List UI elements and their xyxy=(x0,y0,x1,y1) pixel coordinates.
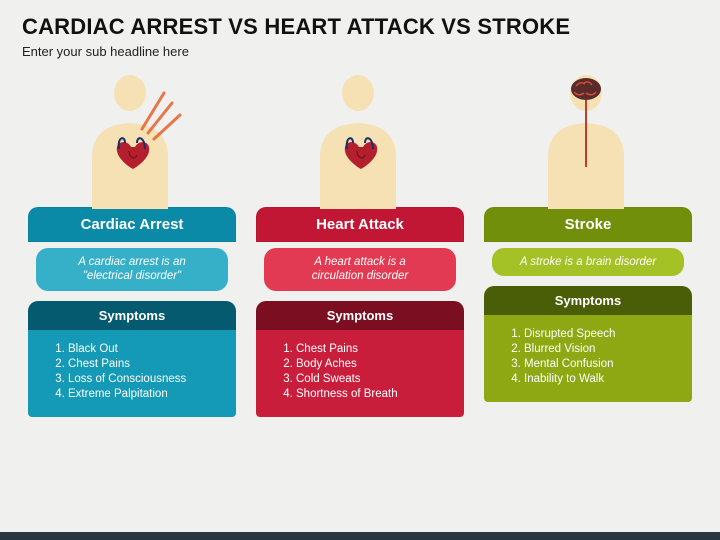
symptom-item: Black Out xyxy=(68,343,220,355)
page-subtitle: Enter your sub headline here xyxy=(22,44,698,59)
symptom-item: Inability to Walk xyxy=(524,373,676,385)
symptom-item: Body Aches xyxy=(296,358,448,370)
symptoms-tab: Symptoms xyxy=(28,301,236,330)
symptom-item: Disrupted Speech xyxy=(524,328,676,340)
condition-desc: A stroke is a brain disorder xyxy=(492,248,684,276)
symptoms-body: Black Out Chest Pains Loss of Consciousnes… xyxy=(28,330,236,417)
column-2: Stroke A stroke is a brain disorder Symp… xyxy=(484,73,692,417)
symptom-item: Cold Sweats xyxy=(296,373,448,385)
columns: Cardiac Arrest A cardiac arrest is an "e… xyxy=(0,65,720,417)
figure-1 xyxy=(256,73,464,209)
condition-desc: A heart attack is a circulation disorder xyxy=(264,248,456,291)
symptom-item: Chest Pains xyxy=(68,358,220,370)
symptoms-body: Disrupted Speech Blurred Vision Mental Con… xyxy=(484,315,692,402)
symptoms-tab: Symptoms xyxy=(484,286,692,315)
symptom-item: Mental Confusion xyxy=(524,358,676,370)
symptom-item: Chest Pains xyxy=(296,343,448,355)
symptoms-body: Chest Pains Body Aches Cold Sweats Shortnes… xyxy=(256,330,464,417)
page-title: CARDIAC ARREST VS HEART ATTACK VS STROKE xyxy=(22,14,698,40)
header: CARDIAC ARREST VS HEART ATTACK VS STROKE… xyxy=(0,0,720,65)
figure-2 xyxy=(484,73,692,209)
condition-desc: A cardiac arrest is an "electrical disor… xyxy=(36,248,228,291)
column-1: Heart Attack A heart attack is a circula… xyxy=(256,73,464,417)
figure-0 xyxy=(28,73,236,209)
footer-bar xyxy=(0,532,720,540)
symptom-item: Loss of Consciousness xyxy=(68,373,220,385)
column-0: Cardiac Arrest A cardiac arrest is an "e… xyxy=(28,73,236,417)
symptom-item: Blurred Vision xyxy=(524,343,676,355)
symptom-item: Extreme Palpitation xyxy=(68,388,220,400)
symptom-item: Shortness of Breath xyxy=(296,388,448,400)
symptoms-tab: Symptoms xyxy=(256,301,464,330)
